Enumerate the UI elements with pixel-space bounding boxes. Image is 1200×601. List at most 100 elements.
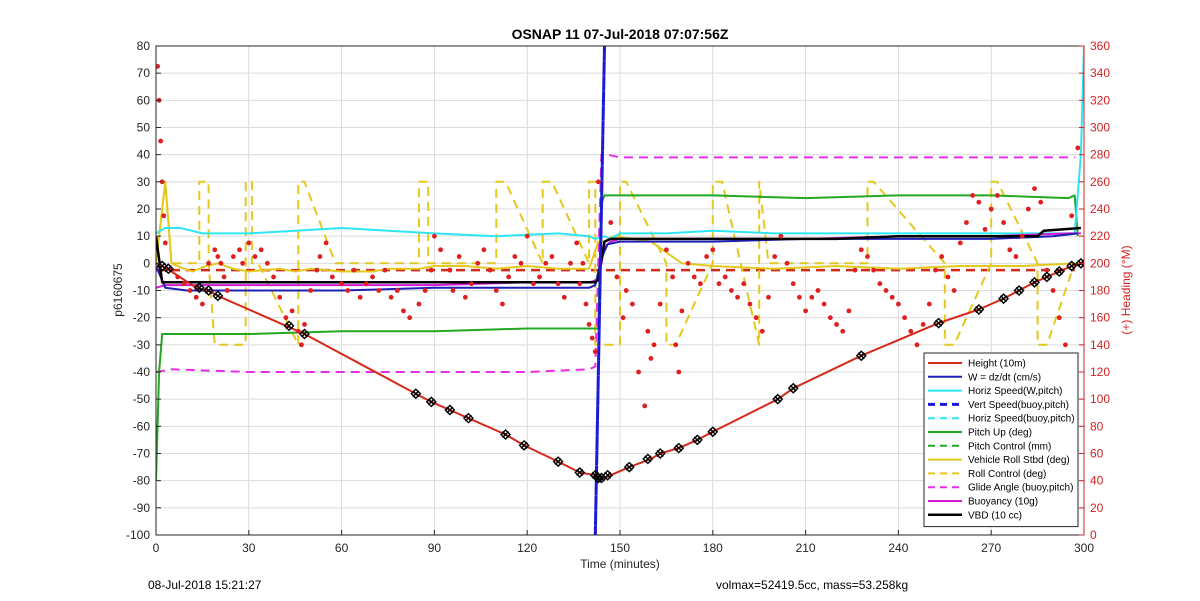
y2-tick-label: 180 [1090,284,1110,298]
heading-point [394,288,400,293]
heading-point [200,301,205,307]
y2-tick-label: 120 [1090,365,1110,379]
y-tick-label: -90 [133,501,151,515]
heading-point [970,193,976,198]
heading-point [580,260,586,266]
height-marker [552,456,564,468]
heading-point [583,301,589,307]
heading-point [161,213,167,219]
height-marker [1041,271,1053,283]
heading-point [206,260,211,266]
heading-point [809,294,815,300]
series-group [156,46,1084,535]
y-tick-label: -30 [133,338,151,352]
y-tick-label: 10 [137,229,151,243]
y2-tick-label: 100 [1090,392,1110,406]
heading-point [422,288,428,293]
legend-entry: VBD (10 cc) [968,510,1022,521]
height-marker [855,350,867,362]
heading-point [790,281,796,287]
height-marker [444,404,456,416]
heading-point [778,233,784,239]
legend: Height (10m) W = dz/dt (cm/s) Horiz Speed(… [923,352,1079,528]
legend-entry: W = dz/dt (cm/s) [968,372,1041,383]
heading-point [914,342,920,348]
heading-point [447,267,453,273]
heading-point [224,288,230,293]
heading-point [357,294,363,300]
height-marker [425,396,437,408]
x-tick-label: 90 [428,541,442,555]
y2-tick-label: 140 [1090,338,1110,352]
heading-point [252,254,258,259]
height-marker [212,290,224,302]
y-axis-label: p6160675 [111,263,125,317]
x-tick-label: 150 [610,541,630,555]
heading-point [902,315,907,321]
heading-point [815,288,821,293]
heading-point [883,288,889,293]
heading-point [951,288,957,293]
heading-point [676,369,682,375]
heading-point [852,267,858,273]
heading-point [976,199,982,205]
height-marker [500,428,512,440]
legend-entry: Vert Speed(buoy,pitch) [968,400,1069,411]
heading-point [1013,254,1019,259]
heading-point [401,308,406,314]
height-marker [162,263,174,275]
y2-tick-label: 320 [1090,93,1110,107]
heading-point [858,247,864,253]
heading-point [212,247,218,253]
heading-point [710,247,716,253]
heading-point [1007,247,1013,253]
heading-point [620,315,626,321]
heading-point [982,226,988,232]
heading-point [518,260,524,266]
heading-point [345,288,351,293]
heading-point [642,403,648,409]
x-tick-label: 300 [1074,541,1094,555]
y2-tick-label: 160 [1090,311,1110,325]
height-marker [1013,285,1025,296]
heading-point [493,288,499,293]
heading-point [988,206,994,212]
heading-point [827,315,833,321]
heading-point [159,179,165,185]
heading-point [586,322,592,327]
heading-point [651,342,657,348]
heading-point [1001,220,1006,225]
heading-point [175,274,181,280]
x-tick-label: 0 [153,541,160,555]
heading-point [1025,206,1031,212]
heading-point [543,260,549,266]
heading-point [277,294,283,300]
height-marker [787,382,799,394]
height-marker [193,282,205,294]
y-tick-label: 0 [143,256,150,270]
heading-point [549,254,555,259]
heading-point [240,260,246,266]
heading-point [382,267,388,273]
heading-point [623,288,629,293]
heading-point [753,315,759,321]
heading-point [264,260,270,266]
x-tick-label: 180 [703,541,723,555]
legend-entry: Roll Control (deg) [968,469,1046,480]
heading-point [865,254,870,259]
heading-point [574,240,580,246]
heading-point [957,240,963,246]
heading-point [608,220,614,225]
x-tick-label: 30 [242,541,256,555]
footer-timestamp: 08-Jul-2018 15:21:27 [148,578,262,592]
heading-point [487,267,493,273]
heading-point [1069,213,1075,219]
heading-point [314,267,320,273]
y-tick-label: 80 [137,39,151,53]
heading-point [716,281,722,287]
legend-box [923,352,1079,528]
heading-point [803,308,808,314]
x-tick-label: 120 [517,541,537,555]
height-marker [673,442,685,454]
